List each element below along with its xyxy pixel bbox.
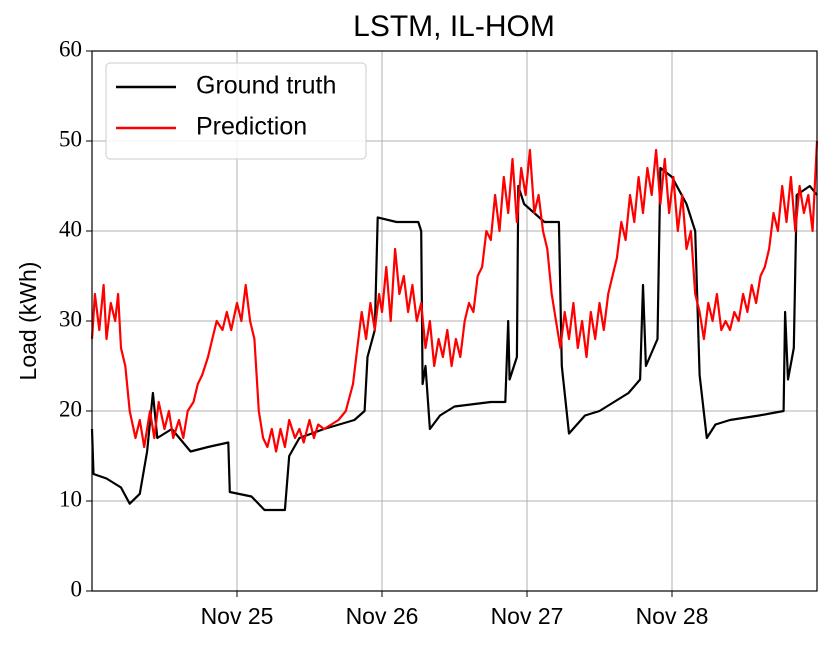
y-tick-label: 50 [59,126,82,151]
y-tick-label: 10 [59,486,82,511]
line-series [90,140,819,453]
line-series [90,166,818,512]
plot-frame [91,50,818,592]
x-tick-label: Nov 26 [346,603,419,629]
y-tick-label: 40 [59,216,82,241]
y-tick-label: 60 [59,36,82,61]
y-tick-label: 0 [71,576,83,601]
y-axis-label: Load (kWh) [15,262,41,381]
x-tick-label: Nov 25 [201,603,274,629]
x-tick-label: Nov 28 [636,603,709,629]
chart-title: LSTM, IL-HOM [353,10,555,43]
legend-label: Ground truth [196,72,336,100]
x-tick-label: Nov 27 [491,603,564,629]
legend-label: Prediction [196,113,307,141]
y-tick-label: 30 [59,306,82,331]
y-tick-label: 20 [59,396,82,421]
